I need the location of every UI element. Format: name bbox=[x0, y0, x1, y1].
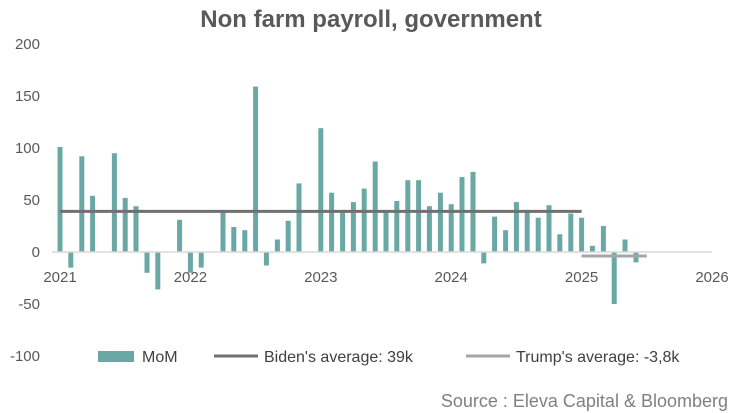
bar bbox=[622, 239, 628, 252]
bar bbox=[426, 206, 432, 252]
y-tick-label: 100 bbox=[15, 140, 40, 157]
y-tick-label: 150 bbox=[15, 88, 40, 105]
legend: MoM Biden's average: 39k Trump's average… bbox=[98, 349, 680, 366]
bar bbox=[350, 202, 356, 252]
x-tick-label: 2024 bbox=[435, 269, 468, 286]
bar bbox=[198, 252, 204, 268]
bar bbox=[459, 177, 465, 252]
bar bbox=[187, 252, 193, 273]
bar bbox=[481, 252, 487, 264]
bar bbox=[231, 227, 237, 252]
bar bbox=[535, 217, 541, 252]
bar bbox=[394, 201, 400, 252]
bar bbox=[589, 245, 595, 252]
bar bbox=[263, 252, 269, 266]
bar bbox=[340, 212, 346, 252]
x-tick-label: 2025 bbox=[565, 269, 598, 286]
bars bbox=[57, 86, 639, 304]
bar bbox=[405, 180, 411, 252]
x-tick-label: 2026 bbox=[695, 269, 728, 286]
bar bbox=[611, 252, 617, 304]
bar bbox=[144, 252, 150, 273]
legend-label-mom: MoM bbox=[142, 349, 178, 366]
bar bbox=[372, 161, 378, 252]
bar bbox=[361, 188, 367, 252]
bar bbox=[524, 210, 530, 252]
average-lines bbox=[60, 209, 647, 258]
bar bbox=[274, 239, 280, 252]
x-tick-label: 2022 bbox=[174, 269, 207, 286]
bar bbox=[492, 216, 498, 252]
bar bbox=[296, 183, 302, 252]
bar bbox=[503, 230, 509, 252]
bar bbox=[383, 210, 389, 252]
bar bbox=[557, 234, 563, 252]
y-tick-label: -50 bbox=[18, 296, 40, 313]
bar bbox=[513, 202, 519, 252]
bar bbox=[568, 213, 574, 252]
y-tick-label: 50 bbox=[23, 192, 40, 209]
y-tick-label: -100 bbox=[10, 348, 40, 365]
legend-swatch-mom bbox=[98, 351, 134, 362]
y-tick-label: 0 bbox=[32, 244, 40, 261]
bar bbox=[600, 226, 606, 252]
legend-label-biden: Biden's average: 39k bbox=[264, 349, 414, 366]
bar bbox=[546, 205, 552, 252]
chart-title: Non farm payroll, government bbox=[200, 6, 541, 33]
bar bbox=[68, 252, 74, 268]
bar bbox=[155, 252, 161, 290]
bar bbox=[285, 220, 291, 252]
x-tick-label: 2023 bbox=[304, 269, 337, 286]
bar bbox=[253, 86, 259, 252]
bar bbox=[90, 195, 96, 252]
legend-label-trump: Trump's average: -3,8k bbox=[516, 349, 680, 366]
x-tick-label: 2021 bbox=[43, 269, 76, 286]
bar bbox=[318, 128, 324, 252]
x-axis-labels: 2021 2022 2023 2024 2025 2026 bbox=[43, 269, 728, 286]
bar bbox=[220, 212, 226, 252]
bar bbox=[57, 147, 63, 252]
bar bbox=[416, 180, 422, 252]
y-tick-label: 200 bbox=[15, 36, 40, 53]
bar bbox=[122, 197, 128, 252]
bar bbox=[242, 230, 248, 252]
bar bbox=[111, 153, 117, 252]
bar bbox=[448, 204, 454, 252]
bar bbox=[579, 217, 585, 252]
bar bbox=[177, 219, 183, 252]
source-note: Source : Eleva Capital & Bloomberg bbox=[441, 391, 728, 411]
y-axis-labels: 200 150 100 50 0 -50 -100 bbox=[10, 36, 40, 365]
bar bbox=[329, 192, 335, 252]
bar bbox=[133, 206, 139, 252]
bar bbox=[79, 156, 85, 252]
bar bbox=[437, 192, 443, 252]
